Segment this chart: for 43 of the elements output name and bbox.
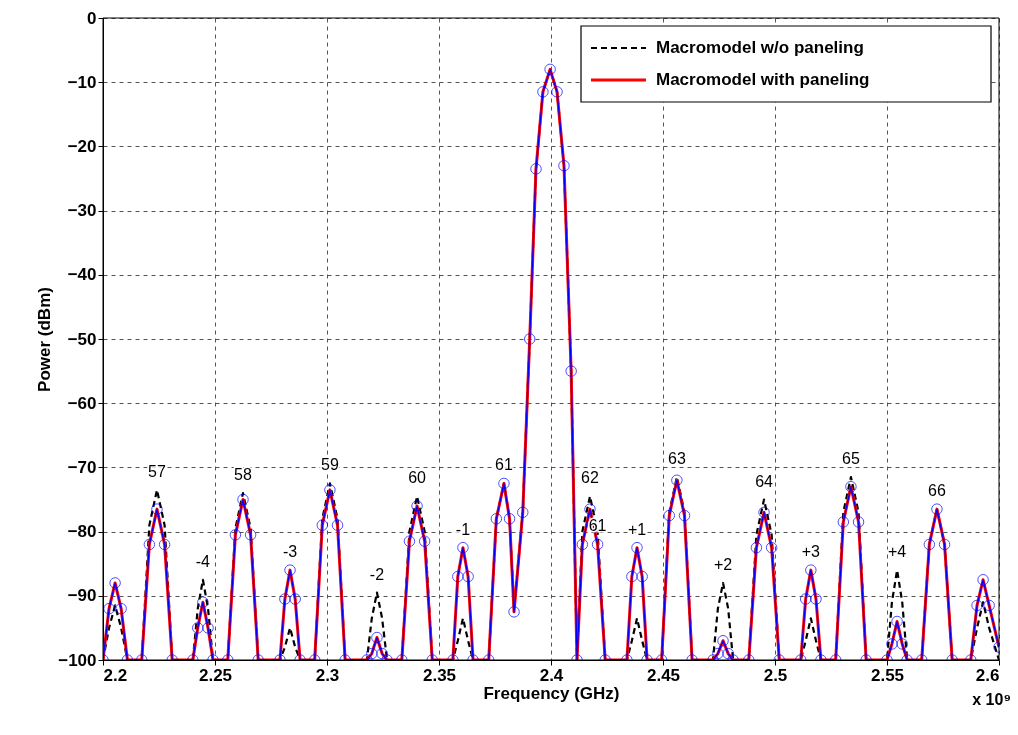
annotation: -4 <box>195 552 211 570</box>
y-tick-label: −10 <box>67 72 97 92</box>
y-tick-label: −60 <box>67 393 97 413</box>
annotation: +3 <box>801 543 821 561</box>
legend-label: Macromodel with paneling <box>656 70 870 89</box>
annotation: 63 <box>667 450 686 468</box>
annotation: 60 <box>408 469 427 487</box>
y-tick-label: −90 <box>67 586 97 606</box>
annotation: 61 <box>495 456 513 474</box>
y-tick-label: −40 <box>67 265 97 285</box>
text: x 10⁹ <box>972 691 1011 708</box>
annotation: 59 <box>321 456 339 474</box>
annotation: -1 <box>455 520 471 538</box>
y-tick-label: −30 <box>67 201 97 221</box>
x-tick-label: 2.2 <box>103 665 128 685</box>
annotation: 57 <box>148 462 166 480</box>
x-tick-label: 2.45 <box>646 665 681 685</box>
annotation: +2 <box>713 555 733 573</box>
y-tick-label: 0 <box>87 8 97 28</box>
y-tick-label: −80 <box>67 522 97 542</box>
y-tick-label: −70 <box>67 457 97 477</box>
x-tick-label: 2.6 <box>975 665 1000 685</box>
annotation: +4 <box>887 543 907 561</box>
annotation: 65 <box>842 450 860 468</box>
legend-label: Macromodel w/o paneling <box>656 38 864 57</box>
x-tick-label: 2.55 <box>870 665 905 685</box>
annotation: 64 <box>755 472 774 490</box>
y-tick-label: −50 <box>67 329 97 349</box>
annotation: -3 <box>282 543 298 561</box>
x-tick-label: 2.3 <box>315 665 340 685</box>
y-tick-label: −20 <box>67 136 97 156</box>
y-tick-label: −100 <box>58 650 97 670</box>
x-tick-label: 2.5 <box>763 665 788 685</box>
x-tick-label: 2.35 <box>422 665 457 685</box>
x-tick-label: 2.4 <box>539 665 564 685</box>
x-axis-title: Frequency (GHz) <box>483 683 620 703</box>
y-axis-title: Power (dBm) <box>35 287 55 392</box>
annotation: 62 <box>581 469 599 487</box>
annotation: +1 <box>627 520 647 538</box>
annotation: 58 <box>234 466 252 484</box>
annotation: 66 <box>928 482 946 500</box>
annotation: -2 <box>369 565 385 583</box>
x-tick-label: 2.25 <box>198 665 233 685</box>
